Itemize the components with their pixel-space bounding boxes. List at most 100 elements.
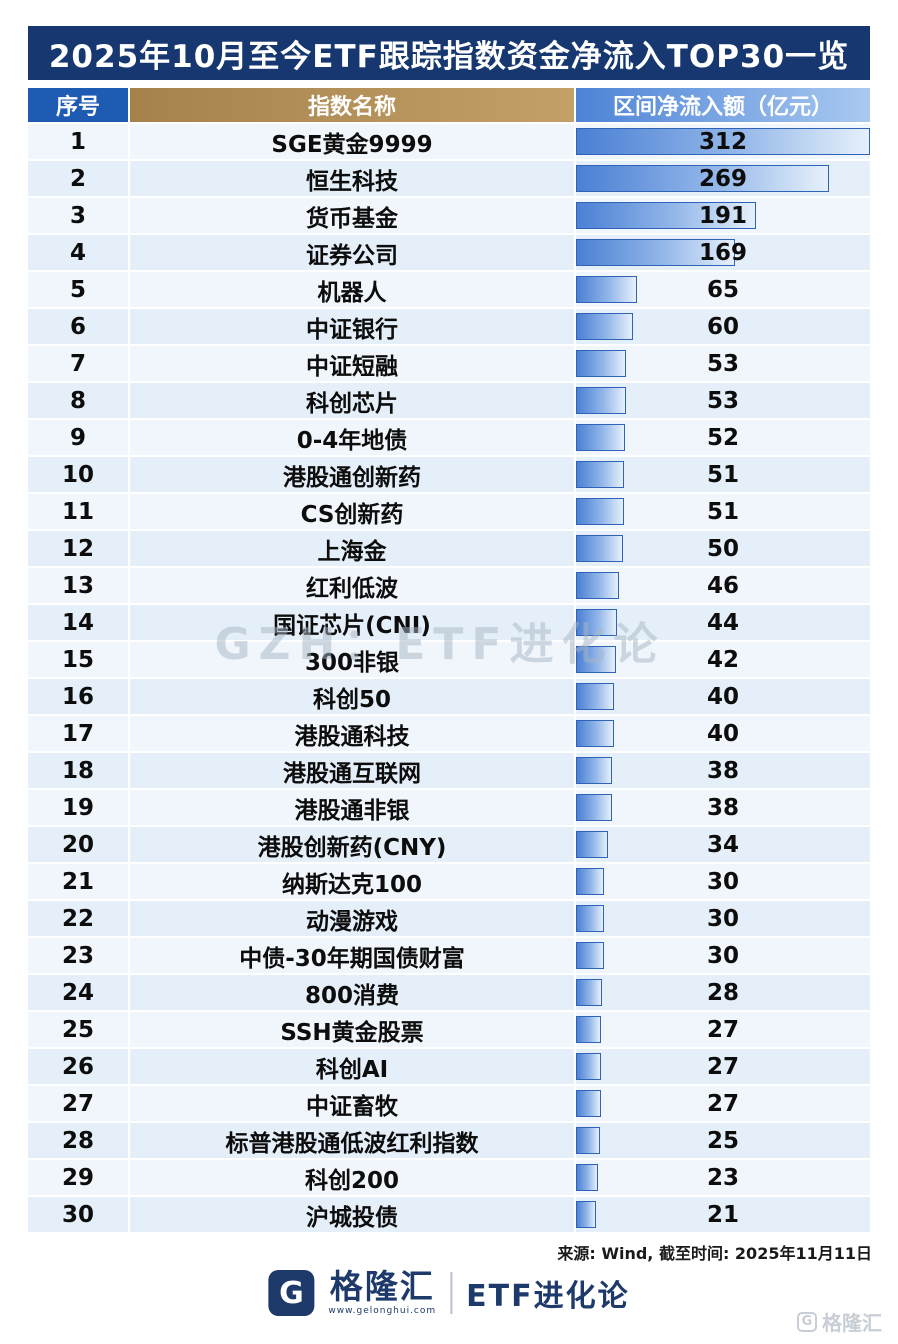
table-row: 26 科创AI 27 xyxy=(28,1049,870,1084)
index-name-cell: 沪城投债 xyxy=(130,1197,574,1232)
series-name: ETF进化论 xyxy=(466,1279,630,1314)
value-bar-cell: 27 xyxy=(576,1049,870,1084)
index-name-cell: 货币基金 xyxy=(130,198,574,233)
table-row: 9 0-4年地债 52 xyxy=(28,420,870,455)
index-name-cell: 港股创新药(CNY) xyxy=(130,827,574,862)
table-row: 12 上海金 50 xyxy=(28,531,870,566)
table-row: 16 科创50 40 xyxy=(28,679,870,714)
index-name-cell: 科创AI xyxy=(130,1049,574,1084)
value-label: 30 xyxy=(706,942,740,969)
index-name-cell: CS创新药 xyxy=(130,494,574,529)
value-label: 53 xyxy=(706,350,740,377)
value-bar-cell: 23 xyxy=(576,1160,870,1195)
index-name-cell: 中债-30年期国债财富 xyxy=(130,938,574,973)
rank-cell: 17 xyxy=(28,716,128,751)
table-row: 8 科创芯片 53 xyxy=(28,383,870,418)
rank-cell: 11 xyxy=(28,494,128,529)
value-bar xyxy=(576,128,870,155)
brand-footer: G 格隆汇 www.gelonghui.com ETF进化论 xyxy=(268,1270,629,1316)
value-bar-cell: 44 xyxy=(576,605,870,640)
value-bar xyxy=(576,1053,602,1080)
value-bar-cell: 52 xyxy=(576,420,870,455)
index-name-cell: 上海金 xyxy=(130,531,574,566)
rank-cell: 1 xyxy=(28,124,128,159)
value-label: 65 xyxy=(706,276,740,303)
table-row: 25 SSH黄金股票 27 xyxy=(28,1012,870,1047)
value-bar xyxy=(576,794,612,821)
index-name-cell: 纳斯达克100 xyxy=(130,864,574,899)
value-bar-cell: 21 xyxy=(576,1197,870,1232)
value-label: 53 xyxy=(706,387,740,414)
index-name-cell: 港股通非银 xyxy=(130,790,574,825)
index-name-cell: 中证银行 xyxy=(130,309,574,344)
value-bar xyxy=(576,498,625,525)
table-row: 28 标普港股通低波红利指数 25 xyxy=(28,1123,870,1158)
rank-cell: 6 xyxy=(28,309,128,344)
rank-cell: 8 xyxy=(28,383,128,418)
value-label: 38 xyxy=(706,794,740,821)
table-row: 30 沪城投债 21 xyxy=(28,1197,870,1232)
index-name-cell: 科创200 xyxy=(130,1160,574,1195)
rank-cell: 29 xyxy=(28,1160,128,1195)
index-name-cell: 证券公司 xyxy=(130,235,574,270)
brand-text-block: 格隆汇 www.gelonghui.com xyxy=(328,1270,436,1316)
value-bar-cell: 28 xyxy=(576,975,870,1010)
rank-cell: 3 xyxy=(28,198,128,233)
value-bar xyxy=(576,424,625,451)
value-label: 51 xyxy=(706,461,740,488)
value-label: 52 xyxy=(706,424,740,451)
value-bar-cell: 51 xyxy=(576,457,870,492)
page-title: 2025年10月至今ETF跟踪指数资金净流入TOP30一览 xyxy=(48,38,850,75)
rank-cell: 9 xyxy=(28,420,128,455)
index-name-cell: 中证畜牧 xyxy=(130,1086,574,1121)
value-bar xyxy=(576,905,605,932)
index-name-cell: 港股通创新药 xyxy=(130,457,574,492)
table-row: 7 中证短融 53 xyxy=(28,346,870,381)
corner-logo-icon: G xyxy=(797,1311,817,1332)
value-label: 27 xyxy=(706,1090,740,1117)
corner-watermark-text: 格隆汇 xyxy=(822,1311,882,1335)
value-bar xyxy=(576,202,756,229)
value-label: 269 xyxy=(698,165,748,192)
rank-cell: 20 xyxy=(28,827,128,862)
rank-cell: 5 xyxy=(28,272,128,307)
value-label: 21 xyxy=(706,1201,740,1228)
index-name-cell: 800消费 xyxy=(130,975,574,1010)
value-bar xyxy=(576,276,638,303)
index-name-cell: 中证短融 xyxy=(130,346,574,381)
value-bar xyxy=(576,387,626,414)
value-bar xyxy=(576,461,625,488)
index-name-cell: 港股通科技 xyxy=(130,716,574,751)
value-bar-cell: 269 xyxy=(576,161,870,196)
value-bar-cell: 46 xyxy=(576,568,870,603)
value-bar-cell: 40 xyxy=(576,716,870,751)
index-name-cell: 300非银 xyxy=(130,642,574,677)
index-name-cell: 科创50 xyxy=(130,679,574,714)
value-bar-cell: 312 xyxy=(576,124,870,159)
value-label: 51 xyxy=(706,498,740,525)
inflow-table: 序号 指数名称 区间净流入额（亿元） 1 SGE黄金9999 312 2 恒生科技 269… xyxy=(28,88,870,1234)
value-label: 25 xyxy=(706,1127,740,1154)
value-label: 27 xyxy=(706,1016,740,1043)
rank-cell: 7 xyxy=(28,346,128,381)
value-bar-cell: 27 xyxy=(576,1086,870,1121)
value-bar-cell: 30 xyxy=(576,901,870,936)
value-bar-cell: 38 xyxy=(576,753,870,788)
value-bar xyxy=(576,646,616,673)
table-row: 13 红利低波 46 xyxy=(28,568,870,603)
value-bar xyxy=(576,609,618,636)
brand-website: www.gelonghui.com xyxy=(328,1306,437,1316)
value-bar xyxy=(576,720,614,747)
table-row: 22 动漫游戏 30 xyxy=(28,901,870,936)
rank-cell: 12 xyxy=(28,531,128,566)
value-label: 30 xyxy=(706,868,740,895)
table-row: 10 港股通创新药 51 xyxy=(28,457,870,492)
table-row: 24 800消费 28 xyxy=(28,975,870,1010)
index-name-cell: 红利低波 xyxy=(130,568,574,603)
rank-cell: 13 xyxy=(28,568,128,603)
value-label: 191 xyxy=(698,202,748,229)
rank-cell: 16 xyxy=(28,679,128,714)
value-bar-cell: 27 xyxy=(576,1012,870,1047)
value-bar xyxy=(576,683,614,710)
value-label: 38 xyxy=(706,757,740,784)
